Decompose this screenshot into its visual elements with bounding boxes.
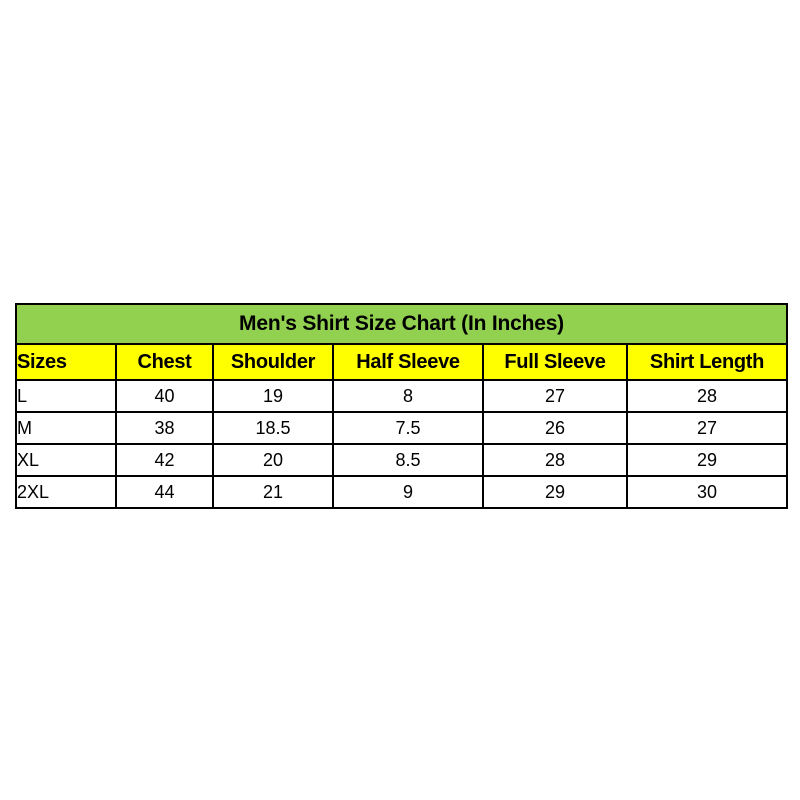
table-row: 2XL 44 21 9 29 30 <box>15 475 789 509</box>
cell-half-sleeve: 8 <box>332 379 484 413</box>
cell-shirt-length: 30 <box>625 475 789 509</box>
column-header-shoulder: Shoulder <box>212 343 334 381</box>
cell-chest: 42 <box>115 443 214 477</box>
column-header-chest: Chest <box>115 343 214 381</box>
cell-size: XL <box>15 443 117 477</box>
table-header-row: Sizes Chest Shoulder Half Sleeve Full Sl… <box>15 343 789 381</box>
cell-chest: 38 <box>115 411 214 445</box>
cell-shoulder: 18.5 <box>212 411 334 445</box>
cell-full-sleeve: 29 <box>482 475 628 509</box>
cell-shirt-length: 29 <box>625 443 789 477</box>
cell-full-sleeve: 26 <box>482 411 628 445</box>
cell-shoulder: 20 <box>212 443 334 477</box>
cell-shirt-length: 28 <box>625 379 789 413</box>
cell-size: L <box>15 379 117 413</box>
cell-half-sleeve: 7.5 <box>332 411 484 445</box>
cell-half-sleeve: 8.5 <box>332 443 484 477</box>
column-header-full-sleeve: Full Sleeve <box>482 343 628 381</box>
table-title-row: Men's Shirt Size Chart (In Inches) <box>14 303 789 345</box>
cell-chest: 40 <box>115 379 214 413</box>
cell-shoulder: 19 <box>212 379 334 413</box>
cell-shoulder: 21 <box>212 475 334 509</box>
size-chart-table: Men's Shirt Size Chart (In Inches) Sizes… <box>14 303 789 509</box>
table-row: L 40 19 8 27 28 <box>15 379 789 413</box>
cell-full-sleeve: 28 <box>482 443 628 477</box>
table-row: XL 42 20 8.5 28 29 <box>15 443 789 477</box>
column-header-half-sleeve: Half Sleeve <box>332 343 484 381</box>
column-header-shirt-length: Shirt Length <box>625 343 789 381</box>
column-header-sizes: Sizes <box>15 343 117 381</box>
cell-size: 2XL <box>15 475 117 509</box>
cell-shirt-length: 27 <box>625 411 789 445</box>
table-row: M 38 18.5 7.5 26 27 <box>15 411 789 445</box>
cell-size: M <box>15 411 117 445</box>
cell-chest: 44 <box>115 475 214 509</box>
size-chart-title: Men's Shirt Size Chart (In Inches) <box>14 303 789 345</box>
cell-full-sleeve: 27 <box>482 379 628 413</box>
cell-half-sleeve: 9 <box>332 475 484 509</box>
